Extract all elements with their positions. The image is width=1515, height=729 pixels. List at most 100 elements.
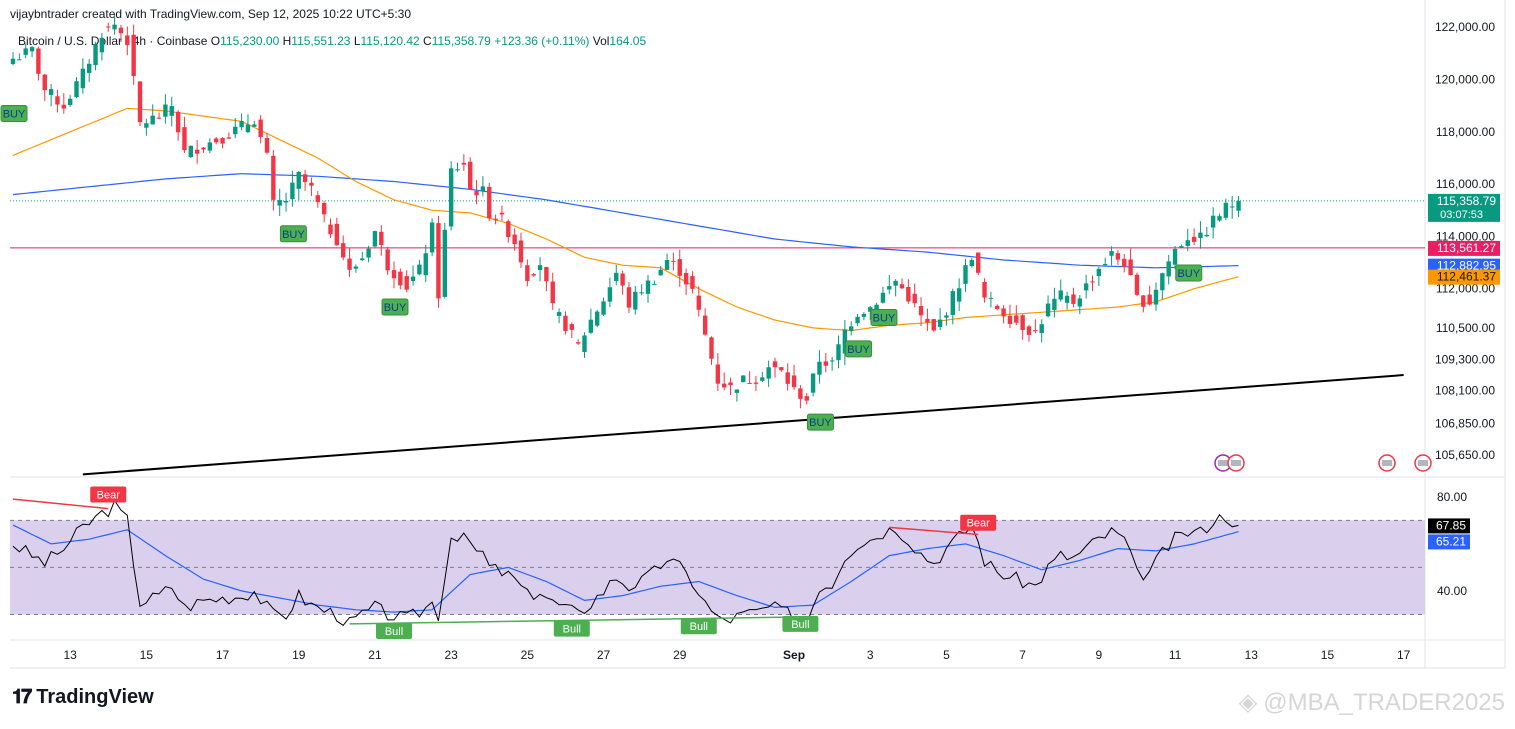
price-tick-label: 110,500.00 bbox=[1436, 321, 1495, 335]
close-label: C bbox=[423, 34, 432, 48]
ema-slow-line bbox=[12, 173, 1239, 269]
candle bbox=[1064, 291, 1070, 310]
event-flag-body bbox=[1218, 460, 1228, 466]
candle-body bbox=[385, 249, 390, 271]
candle bbox=[633, 285, 638, 315]
volume-label: Vol bbox=[592, 34, 610, 48]
candle-body bbox=[906, 286, 911, 302]
candle-body bbox=[791, 375, 797, 388]
divergence-label-text: Bear bbox=[967, 518, 991, 530]
candle bbox=[125, 26, 130, 56]
candle-body bbox=[563, 315, 568, 332]
low-label: L bbox=[353, 34, 361, 48]
candle bbox=[1236, 195, 1241, 218]
candle bbox=[912, 283, 917, 308]
buy-signal-box bbox=[279, 225, 307, 243]
candle bbox=[1191, 228, 1197, 246]
candle bbox=[112, 14, 117, 35]
buy-signal-label: BUY bbox=[1177, 268, 1200, 280]
candle-body bbox=[118, 27, 124, 34]
rsi-value-tag-box bbox=[1428, 518, 1470, 534]
candles bbox=[10, 14, 1241, 409]
candle bbox=[391, 261, 397, 289]
candle bbox=[531, 272, 536, 277]
candle-body bbox=[722, 383, 727, 388]
candle-body bbox=[937, 319, 943, 327]
candle-body bbox=[67, 98, 73, 106]
candle-body bbox=[601, 301, 606, 315]
candle bbox=[626, 282, 632, 314]
candle-body bbox=[950, 291, 955, 315]
event-flag-icon bbox=[1227, 454, 1245, 472]
symbol-legend: Bitcoin / U.S. Dollar · 4h · Coinbase O1… bbox=[18, 34, 646, 48]
candle bbox=[499, 205, 505, 221]
candle bbox=[772, 357, 778, 378]
candle-body bbox=[1103, 263, 1108, 266]
candle-body bbox=[233, 126, 238, 135]
candle bbox=[1179, 244, 1184, 249]
candle-body bbox=[264, 137, 270, 153]
candle-body bbox=[1172, 248, 1178, 265]
buy-signal: BUY bbox=[1175, 264, 1203, 282]
candle bbox=[239, 113, 244, 131]
candle bbox=[937, 308, 943, 331]
last-price-tag-timer: 03:07:53 bbox=[1440, 209, 1483, 221]
candle-body bbox=[925, 318, 930, 323]
candle bbox=[639, 284, 644, 296]
time-tick-label: 9 bbox=[1096, 648, 1103, 662]
time-tick-label: 29 bbox=[673, 648, 687, 662]
candle bbox=[442, 222, 447, 299]
candle-body bbox=[633, 291, 638, 310]
candle-body bbox=[639, 292, 644, 294]
time-tick-label: 7 bbox=[1019, 648, 1026, 662]
candle bbox=[163, 94, 168, 124]
candle-body bbox=[880, 292, 886, 303]
candle bbox=[277, 188, 282, 217]
candle bbox=[829, 356, 835, 371]
symbol-name[interactable]: Bitcoin / U.S. Dollar · 4h · Coinbase bbox=[18, 34, 208, 48]
candle-body bbox=[861, 314, 867, 317]
candle bbox=[379, 225, 384, 256]
candle-body bbox=[99, 37, 105, 53]
buy-signal-box bbox=[870, 308, 898, 326]
candle bbox=[1122, 253, 1127, 273]
buy-signal: BUY bbox=[279, 225, 307, 243]
candle-body bbox=[690, 276, 695, 289]
candle-body bbox=[874, 304, 879, 313]
price-tick-label: 118,000.00 bbox=[1436, 125, 1495, 139]
divergence-label-box bbox=[553, 620, 590, 637]
price-tick-label: 109,300.00 bbox=[1435, 352, 1495, 366]
candle bbox=[42, 74, 47, 102]
candle-body bbox=[1039, 324, 1044, 334]
candle-body bbox=[302, 174, 308, 183]
candle-body bbox=[696, 295, 701, 310]
candle bbox=[880, 286, 886, 304]
candle bbox=[544, 266, 549, 292]
candle-body bbox=[410, 276, 416, 282]
buy-signal: BUY bbox=[845, 340, 873, 358]
candle bbox=[950, 288, 955, 325]
candle bbox=[652, 280, 657, 285]
candle bbox=[48, 83, 54, 107]
candle bbox=[182, 116, 187, 153]
change-value: +123.36 (+0.11%) bbox=[494, 34, 590, 48]
candle-body bbox=[106, 26, 111, 28]
candle-body bbox=[518, 240, 524, 263]
buy-signal-box bbox=[381, 298, 409, 316]
candle-body bbox=[277, 200, 282, 206]
price-panel: BUY BUY BUY BUY BUY BUY BUY bbox=[0, 14, 1432, 476]
candle-body bbox=[1007, 315, 1013, 324]
candle bbox=[614, 264, 619, 286]
candle bbox=[823, 353, 828, 373]
candle bbox=[1001, 305, 1006, 324]
candle-body bbox=[321, 202, 327, 215]
tradingview-logo: 𝟏𝟕 TradingView bbox=[12, 686, 154, 709]
candle bbox=[595, 309, 600, 328]
candle-body bbox=[550, 281, 555, 304]
candle-body bbox=[391, 270, 397, 279]
candle-body bbox=[353, 266, 359, 269]
divergence-label-box bbox=[90, 486, 127, 503]
candle-body bbox=[379, 231, 384, 246]
candle bbox=[753, 375, 759, 392]
